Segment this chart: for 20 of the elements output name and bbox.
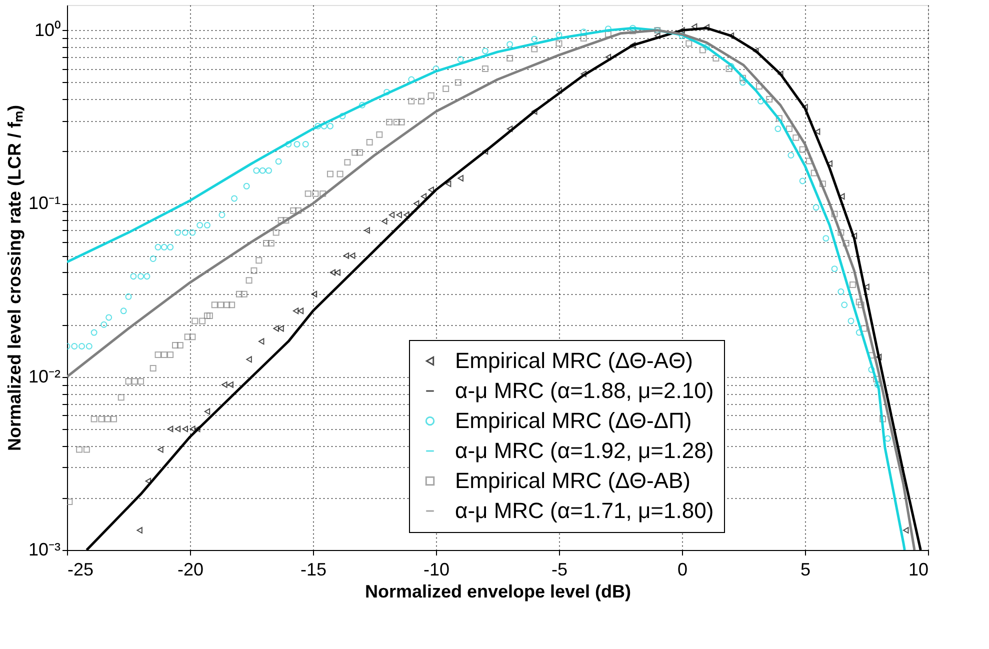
x-tick-label: -10 [423, 560, 450, 580]
x-axis-title: Normalized envelope level (dB) [364, 582, 632, 602]
y-tick-label: 10⁻³ [28, 540, 61, 560]
y-axis-title: Normalized level crossing rate (LCR / fₘ) [4, 104, 24, 452]
legend-label: α-μ MRC (α=1.92, μ=1.28) [455, 438, 714, 463]
x-tick-label: 0 [677, 560, 688, 580]
x-tick-label: -5 [551, 560, 568, 580]
x-tick-label: -25 [68, 560, 94, 580]
legend-label: Empirical MRC (ΔΘ-AB) [455, 468, 690, 493]
legend-label: α-μ MRC (α=1.88, μ=2.10) [455, 378, 714, 403]
y-tick-label: 10⁻² [28, 366, 61, 386]
x-tick-label: -15 [300, 560, 327, 580]
legend-label: Empirical MRC (ΔΘ-AΘ) [455, 348, 693, 373]
legend-label: α-μ MRC (α=1.71, μ=1.80) [455, 498, 714, 523]
x-tick-label: 10 [908, 560, 928, 580]
x-tick-label: 5 [800, 560, 811, 580]
legend-label: Empirical MRC (ΔΘ-ΔΠ) [455, 408, 692, 433]
y-tick-label: 10⁻¹ [28, 193, 61, 214]
y-tick-label: 10⁰ [34, 20, 60, 40]
x-tick-label: -20 [177, 560, 204, 580]
